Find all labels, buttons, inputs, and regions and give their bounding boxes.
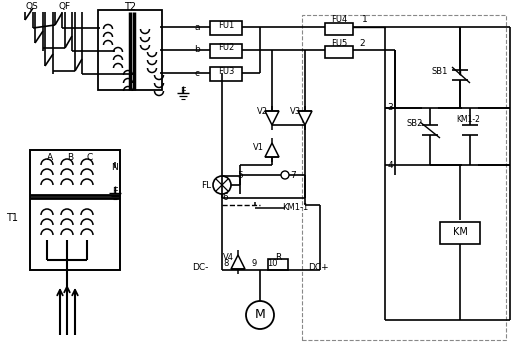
Bar [210,44,242,58]
Text: SB1: SB1 [432,68,448,76]
Text: 8: 8 [223,258,229,268]
Text: 3: 3 [387,103,393,113]
Text: 2: 2 [359,38,365,48]
Text: T2: T2 [124,2,136,12]
Text: QF: QF [59,2,71,12]
Text: SB2: SB2 [407,119,423,127]
Circle shape [281,171,289,179]
Bar [440,222,480,244]
Text: QS: QS [26,2,38,12]
Bar [302,15,506,340]
Text: DC+: DC+ [308,263,328,271]
Text: DC-: DC- [192,263,208,271]
Text: R: R [275,253,281,263]
Text: N: N [112,163,118,172]
Text: V4: V4 [223,252,233,262]
Text: FL: FL [201,181,211,189]
Text: 7: 7 [290,170,296,180]
Bar [325,23,353,35]
Text: A: A [47,153,53,163]
Text: E: E [180,88,186,96]
Text: E: E [112,188,118,196]
Bar [98,10,162,90]
Text: FU5: FU5 [331,38,347,48]
Polygon shape [298,111,312,125]
Bar [210,67,242,81]
Text: 4: 4 [387,161,393,170]
Text: FU3: FU3 [218,67,234,75]
Bar [268,259,288,270]
Text: KM1-2: KM1-2 [456,115,480,125]
Text: c: c [195,69,200,77]
Text: 9: 9 [251,258,257,268]
Text: V2: V2 [257,107,267,115]
Text: FU2: FU2 [218,44,234,52]
Text: KM1-1: KM1-1 [282,203,308,213]
Text: a: a [194,23,200,31]
Text: FU1: FU1 [218,20,234,30]
Text: b: b [194,45,200,55]
Bar [30,150,120,270]
Text: FU4: FU4 [331,15,347,25]
Text: B: B [67,153,73,163]
Text: 6: 6 [222,194,228,202]
Text: V1: V1 [252,143,264,151]
Text: C: C [87,153,93,163]
Bar [210,21,242,35]
Text: 1: 1 [362,15,368,25]
Text: M: M [254,308,265,321]
Polygon shape [231,255,245,269]
Bar [325,46,353,58]
Text: T1: T1 [6,213,18,223]
Polygon shape [265,143,279,157]
Polygon shape [265,111,279,125]
Text: 10: 10 [267,258,278,268]
Text: V3: V3 [289,107,301,115]
Text: KM: KM [453,227,467,237]
Text: 5: 5 [237,170,243,180]
